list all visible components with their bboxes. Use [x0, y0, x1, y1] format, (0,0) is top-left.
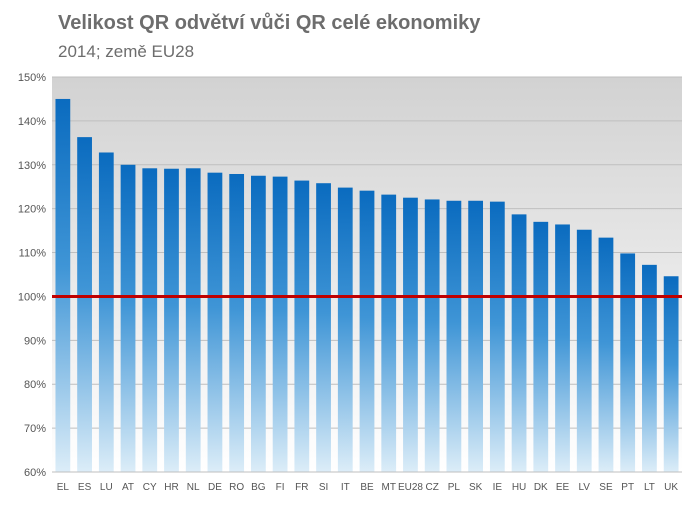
x-tick-label: BE: [360, 482, 374, 493]
bars: [55, 98, 679, 473]
x-tick-label: AT: [122, 482, 134, 493]
bar-uk: [663, 276, 679, 472]
y-tick-label: 80%: [24, 379, 46, 391]
y-tick-label: 90%: [24, 335, 46, 347]
y-tick-label: 140%: [18, 116, 46, 128]
bar-eu28: [403, 197, 418, 472]
bar-hr: [164, 168, 179, 472]
bar-at: [120, 164, 136, 472]
x-tick-label: NL: [187, 482, 200, 493]
bar-ro: [229, 173, 245, 472]
bar-lt: [642, 264, 657, 472]
x-tick-label: DK: [534, 482, 548, 493]
x-tick-label: SI: [319, 482, 328, 493]
x-tick-label: IE: [493, 482, 503, 493]
x-tick-label: DE: [208, 482, 222, 493]
y-tick-label: 70%: [24, 423, 46, 435]
x-tick-label: PT: [621, 482, 634, 493]
x-tick-label: CZ: [426, 482, 439, 493]
bar-es: [77, 137, 92, 472]
bar-nl: [185, 168, 201, 473]
bar-pt: [620, 253, 636, 472]
x-tick-label: EL: [57, 482, 70, 493]
bar-bg: [250, 175, 266, 472]
x-tick-label: LU: [100, 482, 113, 493]
x-tick-label: HR: [164, 482, 178, 493]
bar-el: [55, 98, 71, 472]
bar-hu: [511, 214, 527, 472]
x-tick-label: EE: [556, 482, 570, 493]
bar-se: [598, 237, 614, 472]
x-tick-label: SE: [599, 482, 613, 493]
y-tick-label: 120%: [18, 204, 46, 216]
bar-sk: [468, 200, 484, 472]
chart-title: Velikost QR odvětví vůči QR celé ekonomi…: [58, 12, 481, 34]
x-tick-label: EU28: [398, 482, 423, 493]
x-tick-label: UK: [664, 482, 678, 493]
x-tick-label: HU: [512, 482, 526, 493]
bar-lu: [98, 152, 114, 472]
bar-mt: [381, 194, 397, 472]
bar-fr: [294, 180, 310, 473]
x-tick-label: MT: [381, 482, 395, 493]
y-tick-label: 100%: [18, 291, 46, 303]
y-axis: 60% 70% 80% 90% 100% 110% 120% 130% 140% 150%: [18, 72, 46, 479]
chart-subtitle: 2014; země EU28: [58, 42, 195, 61]
bar-it: [337, 187, 353, 472]
bar-ie: [489, 201, 505, 472]
y-tick-label: 150%: [18, 72, 46, 84]
x-tick-label: CY: [143, 482, 157, 493]
bar-si: [316, 183, 331, 472]
bar-fi: [272, 176, 288, 472]
bar-pl: [446, 200, 462, 472]
x-tick-label: PL: [448, 482, 461, 493]
x-tick-label: LT: [644, 482, 655, 493]
bar-ee: [555, 224, 570, 472]
x-tick-label: IT: [341, 482, 350, 493]
x-axis: EL ES LU AT CY HR NL DE RO BG FI FR SI IT BE MT EU28 CZ PL…: [57, 482, 679, 493]
x-tick-label: FI: [276, 482, 285, 493]
y-tick-label: 130%: [18, 160, 46, 172]
bar-cy: [142, 168, 158, 473]
bar-dk: [533, 221, 549, 472]
x-tick-label: LV: [578, 482, 590, 493]
bar-be: [359, 190, 375, 472]
bar-lv: [576, 229, 592, 472]
bar-cz: [424, 199, 440, 472]
x-tick-label: RO: [229, 482, 244, 493]
x-tick-label: ES: [78, 482, 92, 493]
x-tick-label: FR: [295, 482, 308, 493]
y-tick-label: 60%: [24, 467, 46, 479]
bar-de: [207, 172, 223, 472]
x-tick-label: SK: [469, 482, 483, 493]
y-tick-label: 110%: [19, 248, 47, 260]
x-tick-label: BG: [251, 482, 266, 493]
